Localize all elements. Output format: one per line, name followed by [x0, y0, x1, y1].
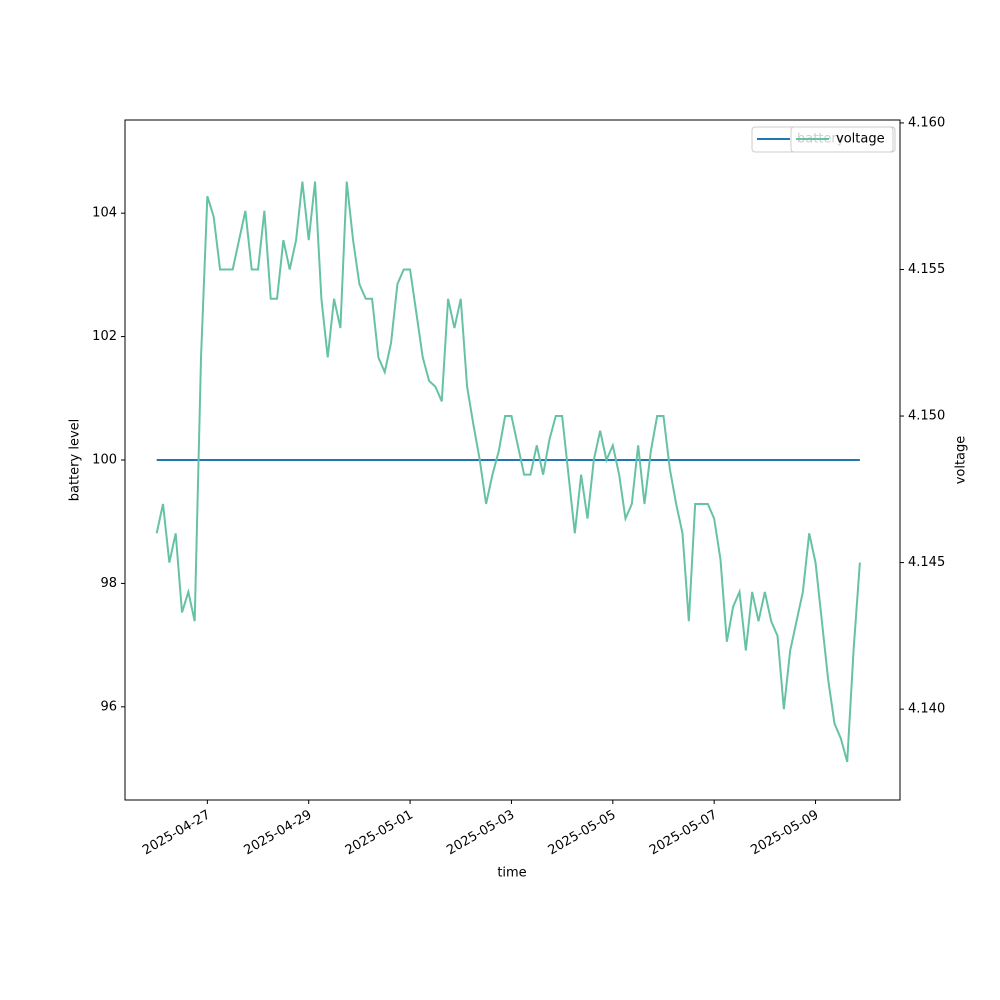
data-line	[155, 181, 861, 763]
y2-tick-label: 4.160	[908, 115, 945, 130]
legend-box	[790, 126, 894, 153]
y-tick-label: 98	[100, 576, 117, 591]
x-axis-label: time	[497, 866, 526, 881]
y2-tick-label: 4.150	[908, 409, 945, 424]
y2-tick-label: 4.155	[908, 262, 945, 277]
y-tick-label: 96	[100, 699, 117, 714]
y-tick-label: 100	[92, 453, 117, 468]
legend: voltage	[790, 126, 894, 153]
y2-axis-label: voltage	[954, 436, 969, 485]
y2-tick-label: 4.140	[908, 702, 945, 717]
y-axis-label: battery level	[68, 419, 83, 502]
y2-tick-label: 4.145	[908, 555, 945, 570]
legend-label: voltage	[836, 132, 885, 147]
y-tick-label: 102	[92, 329, 117, 344]
y-tick-label: 104	[92, 206, 117, 221]
